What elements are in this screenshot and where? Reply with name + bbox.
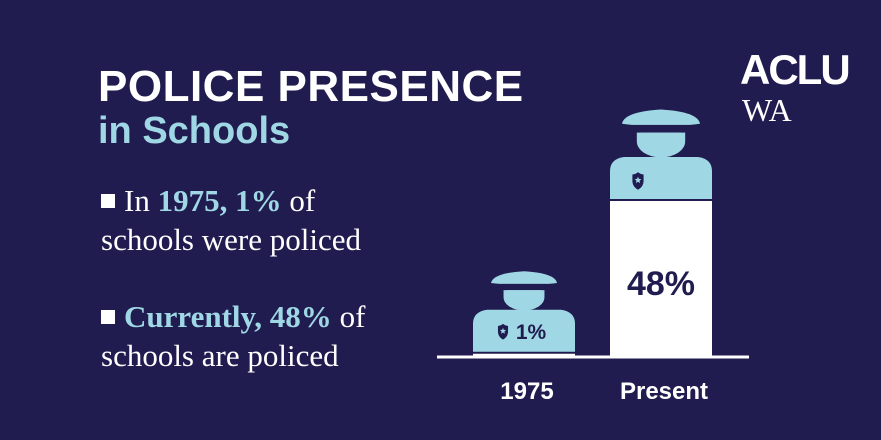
x-tick-label: 1975 (500, 378, 553, 405)
officer-icon-present-hat-brim (636, 132, 686, 141)
bar-1975 (473, 353, 575, 357)
aclu-logo: ACLU (740, 46, 851, 93)
bullet-square-icon (101, 310, 115, 324)
bullet-square-icon (101, 194, 115, 208)
bullet-1975-post: of (281, 183, 316, 218)
officer-icon-1975-hat-brim (503, 290, 545, 297)
bullet-1975-line2: schools were policed (101, 222, 361, 257)
bullet-current: Currently, 48% of schools are policed (101, 297, 365, 375)
officer-icon-present-body (610, 157, 712, 199)
bar-Present (610, 201, 712, 357)
officer-icon-1975-hat (491, 271, 557, 286)
bullet-current-post: of (331, 299, 366, 334)
aclu-logo-wa: WA (742, 92, 792, 128)
bullet-1975-pre: In (124, 183, 158, 218)
bullet-current-line2: schools are policed (101, 338, 339, 373)
data-label-1975: 1% (516, 321, 547, 344)
page-subtitle: in Schools (98, 110, 291, 152)
page-title: POLICE PRESENCE (98, 62, 524, 111)
officer-icon-1975-hat-band (495, 283, 553, 291)
x-tick-label: Present (620, 378, 708, 405)
badge-icon-star (634, 176, 642, 184)
officer-icon-present-hat (622, 109, 700, 127)
officer-icon-1975-body (473, 309, 575, 352)
bullet-1975: In 1975, 1% of schools were policed (101, 181, 361, 259)
bullet-1975-highlight: 1975, 1% (157, 183, 282, 218)
officer-icon-present-hat-band (626, 124, 696, 133)
bullet-current-highlight: Currently, 48% (124, 299, 332, 334)
badge-icon-star (499, 327, 507, 334)
data-label-present: 48% (627, 265, 695, 303)
